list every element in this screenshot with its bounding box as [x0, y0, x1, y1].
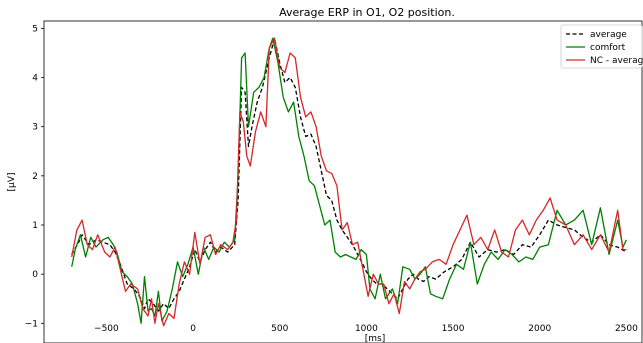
y-tick-label: 4 [32, 74, 38, 84]
x-tick-label: −500 [94, 324, 119, 334]
y-axis-label: [µV] [7, 173, 17, 192]
legend: average comfort NC - average [560, 24, 643, 69]
series-line-nc-average [71, 37, 627, 327]
x-tick-label: 0 [190, 324, 196, 334]
series-line-average [71, 37, 627, 312]
legend-label: comfort [590, 43, 626, 53]
y-tick-label: 3 [32, 123, 38, 133]
x-tick-label: 2000 [528, 324, 551, 334]
y-tick-label: 0 [32, 270, 38, 280]
series-line-comfort [71, 37, 627, 324]
plot-frame [43, 20, 643, 343]
y-tick-label: −1 [25, 319, 38, 329]
x-tick-label: 1000 [355, 324, 378, 334]
x-tick-label: 1500 [442, 324, 465, 334]
legend-label: NC - average [590, 56, 643, 66]
y-tick-label: 5 [32, 24, 38, 34]
x-tick-label: 2500 [615, 324, 638, 334]
legend-label: average [590, 30, 627, 40]
x-axis-label: [ms] [365, 334, 385, 343]
x-tick-label: 500 [271, 324, 288, 334]
x-axis: −500 0 500 1000 1500 2000 2500 [94, 324, 638, 334]
y-tick-label: 2 [32, 172, 38, 182]
chart-title: Average ERP in O1, O2 position. [279, 6, 455, 19]
y-tick-label: 1 [32, 221, 38, 231]
y-axis: −1 0 1 2 3 4 5 [25, 24, 44, 329]
legend-box [560, 24, 643, 69]
